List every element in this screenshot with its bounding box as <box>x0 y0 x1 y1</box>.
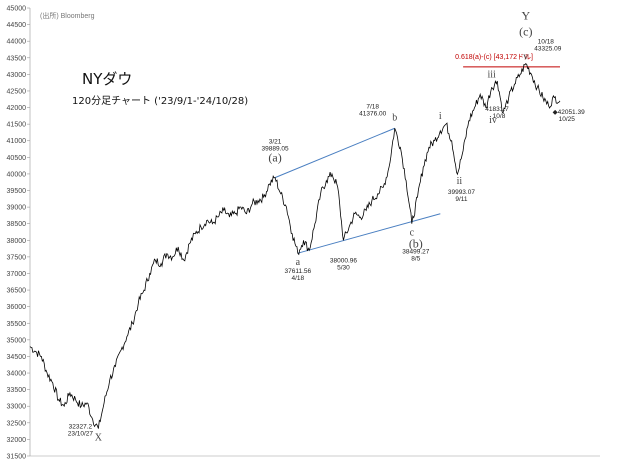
y-tick-label: 32000 <box>7 437 27 444</box>
y-tick-label: 45000 <box>7 6 27 13</box>
chart-subtitle: 120分足チャート ('23/9/1-'24/10/28) <box>72 95 248 107</box>
point-sublabel-6: 9/11 <box>455 196 468 203</box>
price-line <box>29 62 561 429</box>
wave-label-9: iv <box>489 115 497 126</box>
wave-label-outer-10: (c) <box>519 25 532 39</box>
y-tick-label: 44000 <box>7 39 27 46</box>
y-tick-label: 39000 <box>7 205 27 212</box>
y-tick-label: 35500 <box>7 321 27 328</box>
y-tick-label: 41000 <box>7 138 27 145</box>
y-tick-label: 41500 <box>7 122 27 129</box>
point-label-2: 37611.56 <box>285 268 312 275</box>
point-label-6: 39993.07 <box>448 189 475 196</box>
point-label-10: 10/18 <box>538 39 555 46</box>
y-tick-label: 31500 <box>7 454 27 461</box>
source-label: (出所) Bloomberg <box>40 11 95 20</box>
y-tick-label: 37000 <box>7 271 27 278</box>
y-tick-label: 44500 <box>7 22 27 29</box>
y-tick-label: 38500 <box>7 221 27 228</box>
wave-label-10: v <box>523 52 528 63</box>
wave-label-5: c <box>410 228 415 239</box>
y-tick-label: 43500 <box>7 55 27 62</box>
point-sublabel-9: 10/8 <box>493 113 506 120</box>
channel-line-1 <box>274 127 395 179</box>
y-tick-label: 42500 <box>7 88 27 95</box>
point-sublabel-10: 43325.09 <box>534 46 561 53</box>
y-tick-label: 39500 <box>7 188 27 195</box>
point-label-11: ◆42051.39 <box>553 109 585 116</box>
chart-title: NYダウ <box>82 70 132 88</box>
y-tick-label: 40500 <box>7 155 27 162</box>
y-axis: 31500 32000 32500 33000 33500 34000 34500 35000… <box>7 6 600 461</box>
y-tick-label: 40000 <box>7 171 27 178</box>
point-sublabel-4: 41376.00 <box>359 110 386 117</box>
y-tick-label: 42000 <box>7 105 27 112</box>
point-sublabel-1: 39889.05 <box>261 146 288 153</box>
point-sublabel-2: 4/18 <box>292 275 305 282</box>
wave-label-7: i <box>439 111 442 122</box>
y-tick-label: 33000 <box>7 404 27 411</box>
wave-channels <box>274 127 441 254</box>
wave-label-2: a <box>296 257 301 268</box>
y-tick-label: 43000 <box>7 72 27 79</box>
wave-label-6: ii <box>457 176 463 187</box>
y-tick-label: 34500 <box>7 354 27 361</box>
y-tick-label: 33500 <box>7 387 27 394</box>
point-label-3: 38000.96 <box>330 257 357 264</box>
point-label-1: 3/21 <box>269 139 282 146</box>
y-tick-label: 34000 <box>7 371 27 378</box>
point-label-5: 38499.27 <box>402 249 429 256</box>
point-label-0: 32327.2 <box>69 424 93 431</box>
y-tick-label: 37500 <box>7 254 27 261</box>
point-sublabel-11: 10/25 <box>559 116 576 123</box>
wave-label-top-10: Y <box>521 9 530 23</box>
y-tick-label: 32500 <box>7 420 27 427</box>
wave-label-4: b <box>392 112 397 123</box>
point-label-4: 7/18 <box>366 103 379 110</box>
wave-label-0: X <box>95 433 103 444</box>
point-sublabel-0: 23/10/27 <box>68 431 94 438</box>
y-tick-label: 36000 <box>7 304 27 311</box>
point-sublabel-5: 8/5 <box>411 256 420 263</box>
wave-label-1: (a) <box>268 151 281 165</box>
wave-label-8: iii <box>487 70 496 81</box>
y-tick-label: 36500 <box>7 288 27 295</box>
channel-line-2 <box>297 213 441 254</box>
point-label-9: 41831.7 <box>485 106 509 113</box>
y-tick-label: 35000 <box>7 337 27 344</box>
wave-label-outer-5: (b) <box>409 237 423 251</box>
fib-line-group: 0.618(a)-(c) [43,172ドル] <box>455 54 560 68</box>
point-sublabel-3: 5/30 <box>337 264 350 271</box>
fib-label: 0.618(a)-(c) [43,172ドル] <box>455 54 533 61</box>
y-tick-label: 38000 <box>7 238 27 245</box>
